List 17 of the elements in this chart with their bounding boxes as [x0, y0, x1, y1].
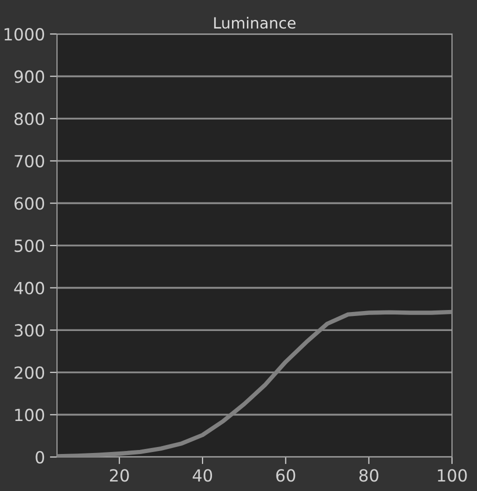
y-tick-label: 300: [14, 324, 44, 337]
chart-title: Luminance: [214, 16, 296, 29]
y-tick-label: 100: [15, 408, 44, 422]
x-tick-label: 40: [192, 469, 212, 482]
y-tick-label: 800: [14, 112, 44, 126]
y-tick-label: 900: [14, 70, 44, 83]
x-tick-label: 60: [276, 469, 296, 482]
y-tick-label: 500: [14, 239, 44, 252]
x-tick-label: 100: [438, 469, 467, 482]
x-tick-label: 20: [110, 469, 129, 482]
x-tick-label: 80: [359, 469, 378, 482]
y-tick-label: 0: [36, 450, 44, 464]
y-tick-label: 200: [14, 366, 44, 379]
y-tick-label: 400: [14, 282, 44, 294]
y-tick-label: 700: [14, 154, 44, 168]
y-tick-label: 1000: [4, 28, 44, 41]
y-tick-label: 600: [14, 197, 44, 210]
